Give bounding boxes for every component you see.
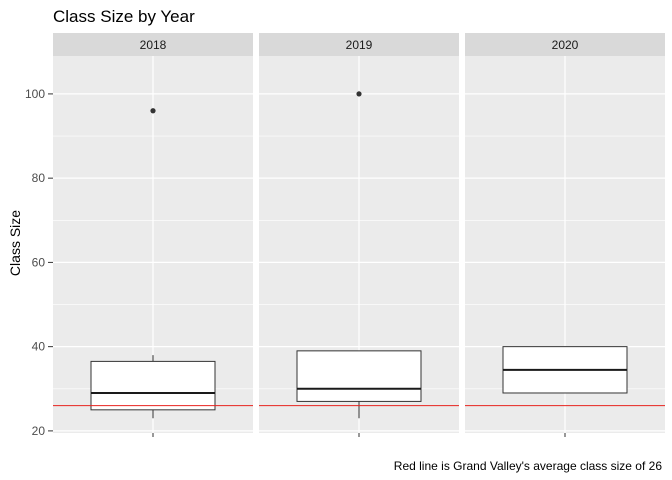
- outlier-point: [150, 108, 156, 114]
- outlier-point: [356, 91, 362, 97]
- y-tick-label: 100: [25, 87, 45, 101]
- y-tick-label: 20: [32, 424, 46, 438]
- chart-title: Class Size by Year: [53, 7, 195, 26]
- box: [296, 350, 422, 402]
- box: [90, 360, 216, 411]
- facet-label: 2018: [140, 38, 167, 52]
- facet-strip: [259, 33, 459, 56]
- plot-area: 20 40 60 80 100 2018 2019 2020: [25, 33, 665, 438]
- facet-label: 2019: [346, 38, 373, 52]
- y-axis-label: Class Size: [7, 210, 23, 276]
- y-tick-label: 80: [32, 171, 46, 185]
- y-tick-label: 60: [32, 255, 46, 269]
- facet-strip: [465, 33, 665, 56]
- facet-label: 2020: [552, 38, 579, 52]
- facet-strip: [53, 33, 253, 56]
- y-tick-label: 40: [32, 340, 46, 354]
- caption: Red line is Grand Valley's average class…: [394, 459, 663, 473]
